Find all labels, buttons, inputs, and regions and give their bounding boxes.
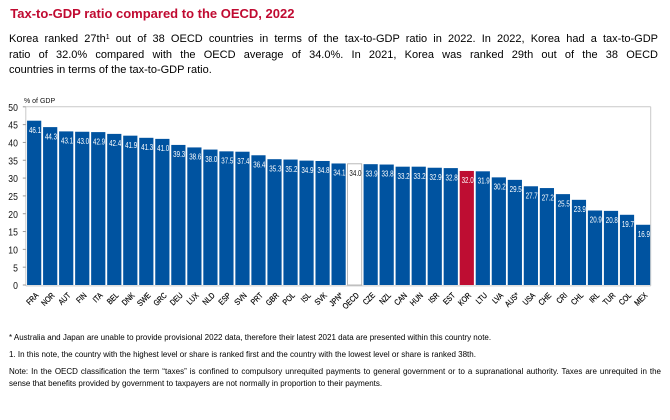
svg-text:30.2: 30.2 — [494, 183, 507, 192]
svg-text:ESP: ESP — [217, 291, 233, 307]
svg-text:DEU: DEU — [168, 291, 184, 307]
svg-text:41.9: 41.9 — [125, 141, 138, 150]
svg-text:GBR: GBR — [264, 291, 281, 308]
svg-text:DNK: DNK — [120, 291, 137, 308]
svg-text:PRT: PRT — [249, 291, 265, 307]
svg-text:CAN: CAN — [393, 291, 409, 307]
svg-text:46.1: 46.1 — [29, 126, 42, 135]
svg-text:CRI: CRI — [555, 291, 570, 306]
svg-text:25: 25 — [8, 191, 18, 203]
svg-text:35.2: 35.2 — [285, 165, 298, 174]
svg-text:CZE: CZE — [361, 291, 377, 307]
svg-text:% of GDP: % of GDP — [24, 98, 55, 105]
svg-text:NOR: NOR — [40, 291, 57, 308]
svg-text:33.8: 33.8 — [381, 170, 394, 179]
svg-text:LUX: LUX — [185, 291, 201, 307]
svg-text:AUS*: AUS* — [503, 290, 521, 308]
svg-text:41.0: 41.0 — [157, 144, 170, 153]
svg-text:EST: EST — [441, 291, 457, 307]
svg-text:39.3: 39.3 — [173, 150, 186, 159]
svg-text:34.1: 34.1 — [333, 169, 346, 178]
svg-text:20.8: 20.8 — [606, 216, 619, 225]
svg-text:0: 0 — [13, 280, 18, 292]
svg-text:37.4: 37.4 — [237, 157, 250, 166]
svg-text:40: 40 — [8, 138, 18, 150]
svg-text:15: 15 — [8, 227, 18, 239]
svg-text:ISL: ISL — [299, 291, 313, 305]
svg-text:25.5: 25.5 — [558, 199, 571, 208]
svg-text:HUN: HUN — [408, 291, 425, 308]
svg-text:30: 30 — [8, 173, 18, 185]
svg-text:ITA: ITA — [91, 291, 105, 305]
svg-text:34.9: 34.9 — [301, 166, 314, 175]
svg-text:POL: POL — [281, 291, 297, 307]
svg-text:35.3: 35.3 — [269, 164, 282, 173]
svg-text:27.2: 27.2 — [542, 193, 555, 202]
svg-text:KOR: KOR — [456, 291, 473, 308]
svg-text:35: 35 — [8, 155, 18, 167]
svg-text:41.3: 41.3 — [141, 143, 154, 152]
svg-text:SVK: SVK — [313, 291, 329, 307]
svg-text:19.7: 19.7 — [622, 220, 635, 229]
svg-text:43.0: 43.0 — [77, 137, 90, 146]
svg-text:BEL: BEL — [105, 291, 121, 307]
svg-text:33.9: 33.9 — [365, 169, 378, 178]
svg-text:COL: COL — [617, 291, 633, 307]
svg-text:27.7: 27.7 — [526, 191, 539, 200]
svg-text:20.9: 20.9 — [590, 216, 603, 225]
svg-text:32.8: 32.8 — [446, 173, 459, 182]
svg-text:34.0: 34.0 — [349, 169, 362, 178]
svg-text:SWE: SWE — [135, 291, 152, 308]
svg-text:FIN: FIN — [75, 291, 89, 305]
svg-text:16.9: 16.9 — [638, 230, 651, 239]
svg-text:NLD: NLD — [201, 291, 217, 307]
svg-text:10: 10 — [8, 244, 18, 256]
svg-text:37.5: 37.5 — [221, 157, 234, 166]
svg-text:NZL: NZL — [378, 291, 394, 307]
svg-text:FRA: FRA — [25, 291, 41, 307]
svg-text:LTU: LTU — [474, 291, 489, 306]
svg-text:ISR: ISR — [427, 291, 441, 305]
svg-text:44.3: 44.3 — [45, 132, 58, 141]
svg-text:20: 20 — [8, 209, 18, 221]
svg-text:36.4: 36.4 — [253, 160, 266, 169]
svg-text:23.9: 23.9 — [574, 205, 587, 214]
svg-text:43.1: 43.1 — [61, 137, 74, 146]
svg-text:USA: USA — [521, 291, 537, 307]
svg-text:38.0: 38.0 — [205, 155, 218, 164]
svg-text:TUR: TUR — [601, 291, 617, 307]
svg-text:31.9: 31.9 — [478, 177, 491, 186]
svg-text:32.0: 32.0 — [462, 176, 475, 185]
svg-text:45: 45 — [8, 120, 18, 132]
svg-text:32.9: 32.9 — [430, 173, 443, 182]
svg-text:5: 5 — [13, 262, 18, 274]
svg-text:33.2: 33.2 — [397, 172, 410, 181]
svg-text:GRC: GRC — [152, 291, 169, 308]
svg-text:29.5: 29.5 — [510, 185, 523, 194]
svg-text:IRL: IRL — [587, 291, 601, 305]
svg-text:33.2: 33.2 — [414, 172, 427, 181]
svg-text:34.8: 34.8 — [317, 166, 330, 175]
svg-text:OECD: OECD — [341, 291, 361, 311]
svg-text:CHL: CHL — [569, 291, 585, 307]
svg-text:50: 50 — [8, 102, 18, 114]
svg-text:MEX: MEX — [633, 291, 650, 308]
svg-text:CHE: CHE — [537, 291, 554, 308]
svg-text:SVN: SVN — [233, 291, 249, 307]
svg-text:42.9: 42.9 — [93, 137, 106, 146]
svg-text:38.6: 38.6 — [189, 153, 202, 162]
svg-text:AUT: AUT — [57, 291, 73, 307]
svg-text:42.4: 42.4 — [109, 139, 122, 148]
